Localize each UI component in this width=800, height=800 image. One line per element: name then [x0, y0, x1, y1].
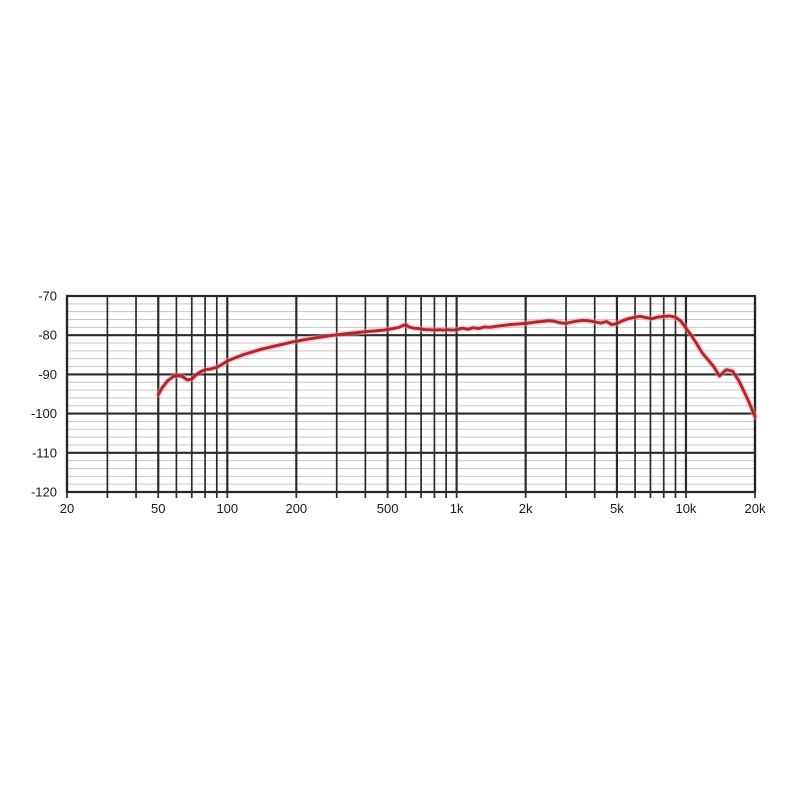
x-axis-label: 20k: [745, 501, 766, 516]
frequency-response-curve: [156, 314, 757, 419]
x-axis-label: 5k: [610, 501, 624, 516]
y-axis-tick-labels: -70 -80 -90 -100 -110 -120: [31, 289, 57, 500]
x-axis-tick-marks: [66, 492, 756, 498]
x-axis-label: 2k: [519, 501, 533, 516]
y-axis-label: -90: [38, 367, 57, 382]
x-axis-label: 50: [151, 501, 165, 516]
y-axis-label: -110: [32, 445, 57, 460]
y-axis-label: -80: [38, 328, 57, 343]
y-axis-label: -70: [38, 289, 57, 304]
x-axis-label: 1k: [450, 501, 464, 516]
y-axis-label: -100: [31, 406, 57, 421]
plot-area-frame: [65, 294, 757, 494]
x-axis-label: 200: [285, 501, 307, 516]
x-axis-label: 500: [377, 501, 399, 516]
x-axis-label: 10k: [675, 501, 696, 516]
x-axis-label: 20: [60, 501, 74, 516]
y-axis-label: -120: [31, 485, 57, 500]
x-axis-label: 100: [216, 501, 238, 516]
x-axis-tick-labels: 20 50 100 200 500 1k 2k 5k 10k 20k: [60, 501, 766, 516]
